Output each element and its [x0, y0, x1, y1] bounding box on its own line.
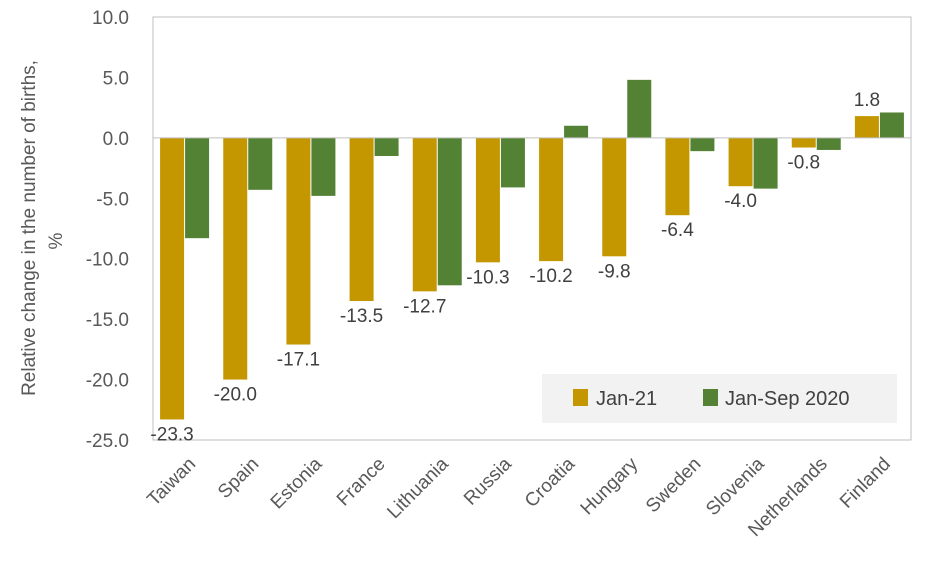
legend-swatch-jan-21 [573, 389, 588, 406]
bar-jan-21-finland [854, 116, 879, 138]
plot-border [152, 16, 912, 441]
bar-jan-21-lithuania [412, 137, 437, 292]
y-tick-label: -15.0 [86, 310, 129, 331]
bar-jan-sep-2020-slovenia [753, 137, 778, 189]
bar-jan-sep-2020-estonia [311, 137, 336, 196]
y-tick-label: 5.0 [103, 68, 129, 89]
legend-label-jan-21: Jan-21 [596, 388, 657, 410]
data-label-slovenia: -4.0 [724, 191, 757, 212]
x-tick-label-estonia: Estonia [267, 453, 327, 513]
bar-jan-21-russia [475, 137, 500, 263]
bar-jan-21-croatia [539, 137, 564, 262]
y-tick-label: 0.0 [103, 129, 129, 150]
x-tick-label-lithuania: Lithuania [383, 453, 453, 523]
y-tick-label: 10.0 [92, 8, 129, 29]
bar-jan-21-estonia [286, 137, 311, 345]
data-label-finland: 1.8 [854, 90, 880, 111]
plot-area [152, 16, 912, 441]
data-label-lithuania: -12.7 [403, 296, 446, 317]
bar-jan-21-taiwan [160, 137, 185, 420]
legend-box [542, 374, 897, 423]
data-label-spain: -20.0 [214, 385, 257, 406]
x-tick-label-spain: Spain [214, 454, 263, 503]
x-tick-label-russia: Russia [460, 453, 516, 509]
bar-jan-sep-2020-finland [879, 112, 904, 138]
bar-jan-sep-2020-lithuania [437, 137, 462, 286]
data-label-croatia: -10.2 [529, 266, 572, 287]
bar-jan-21-france [349, 137, 374, 302]
data-labels: -23.3 -20.0 -17.1 -13.5 -12.7 -10.3 -10.2 -9.8 -… [150, 90, 880, 445]
y-axis-title: Relative change in the number of births,… [19, 60, 67, 396]
data-label-netherlands: -0.8 [787, 153, 820, 174]
x-tick-label-sweden: Sweden [642, 454, 705, 517]
data-label-russia: -10.3 [466, 267, 509, 288]
bar-jan-sep-2020-hungary [627, 79, 652, 138]
x-tick-label-croatia: Croatia [521, 453, 579, 511]
data-label-hungary: -9.8 [598, 261, 631, 282]
y-axis-title-line1: Relative change in the number of births, [19, 60, 40, 396]
bar-jan-sep-2020-spain [248, 137, 273, 190]
bar-jan-21-hungary [602, 137, 627, 257]
bar-jan-21-slovenia [728, 137, 753, 187]
y-axis-title-line2: % [46, 232, 67, 249]
bar-jan-sep-2020-taiwan [185, 137, 210, 239]
y-axis: 10.0 5.0 0.0 -5.0 -10.0 -15.0 -20.0 -25.0 [86, 8, 129, 452]
bar-jan-sep-2020-russia [500, 137, 525, 188]
bar-jan-21-netherlands [791, 137, 816, 148]
x-tick-label-france: France [333, 454, 390, 511]
legend-swatch-jan-sep-2020 [703, 389, 718, 406]
data-label-sweden: -6.4 [661, 220, 694, 241]
data-label-taiwan: -23.3 [150, 424, 193, 445]
bar-jan-sep-2020-netherlands [816, 137, 841, 150]
bar-jan-21-sweden [665, 137, 690, 216]
x-tick-label-hungary: Hungary [577, 453, 643, 519]
y-tick-label: -10.0 [86, 250, 129, 271]
bar-jan-sep-2020-sweden [690, 137, 715, 152]
data-label-france: -13.5 [340, 306, 383, 327]
data-label-estonia: -17.1 [277, 350, 320, 371]
bar-jan-sep-2020-france [374, 137, 399, 156]
legend-label-jan-sep-2020: Jan-Sep 2020 [725, 388, 850, 410]
legend: Jan-21 Jan-Sep 2020 [542, 374, 897, 423]
x-tick-label-slovenia: Slovenia [702, 453, 769, 520]
bar-jan-sep-2020-croatia [564, 125, 589, 138]
y-tick-label: -5.0 [96, 189, 129, 210]
x-tick-label-finland: Finland [836, 454, 895, 513]
bars [160, 79, 904, 420]
bar-jan-21-spain [223, 137, 248, 380]
x-tick-label-taiwan: Taiwan [143, 454, 200, 511]
y-tick-label: -20.0 [86, 371, 129, 392]
y-tick-label: -25.0 [86, 431, 129, 452]
